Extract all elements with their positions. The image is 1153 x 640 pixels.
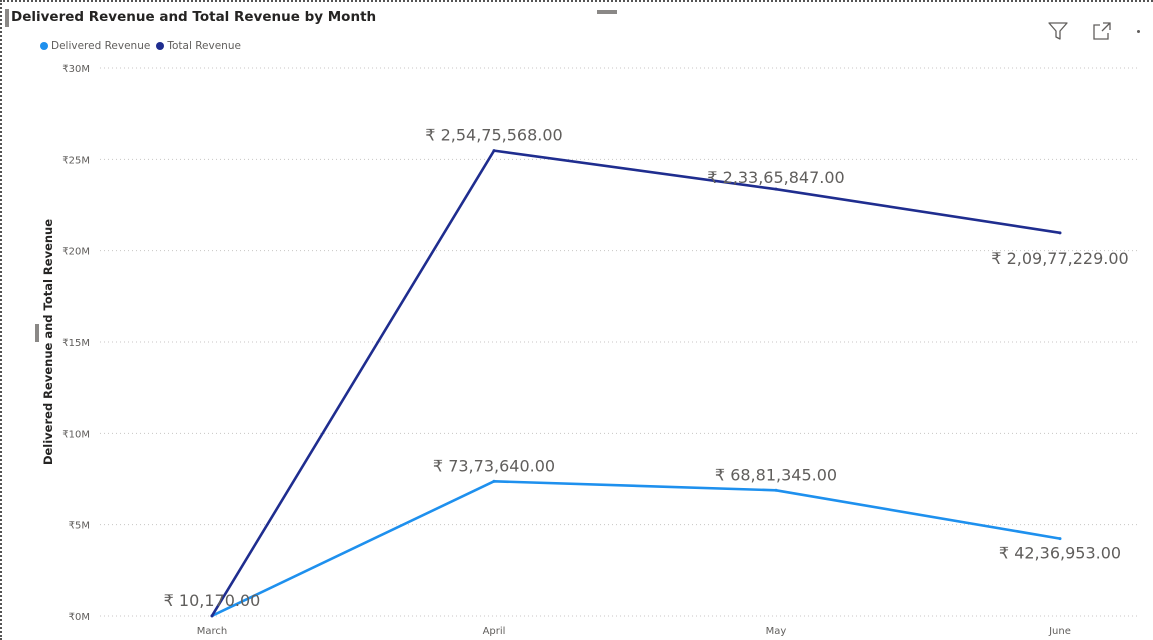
resize-handle-top[interactable]: [597, 10, 617, 14]
focus-mode-icon[interactable]: [1089, 18, 1115, 44]
data-label-delivered-april: ₹ 73,73,640.00: [433, 456, 555, 475]
data-point-delivered-may: [774, 488, 778, 492]
y-tick-label: ₹30M: [62, 64, 90, 75]
visual-header-icons: [1045, 18, 1143, 44]
filter-icon-glyph: [1048, 22, 1068, 40]
series-line-delivered-revenue: [211, 480, 1061, 617]
x-tick-label: March: [197, 626, 227, 637]
legend-label-total-revenue: Total Revenue: [167, 40, 241, 52]
y-tick-label: ₹20M: [62, 247, 90, 258]
y-tick-label: ₹0M: [69, 612, 90, 623]
data-point-total-april: [492, 149, 496, 153]
data-label-total-may: ₹ 2,33,65,847.00: [707, 168, 844, 187]
resize-handle-left[interactable]: [35, 324, 39, 342]
series-line-total-revenue: [210, 149, 1061, 617]
data-label-total-june: ₹ 2,09,77,229.00: [991, 249, 1128, 268]
data-point-total-june: [1058, 231, 1062, 235]
legend-dot-delivered-revenue: [40, 42, 48, 50]
y-tick-label: ₹5M: [69, 521, 90, 532]
filter-icon[interactable]: [1045, 18, 1071, 44]
y-axis-label: Delivered Revenue and Total Revenue: [41, 219, 55, 465]
data-label-delivered-may: ₹ 68,81,345.00: [715, 465, 837, 484]
y-tick-label: ₹15M: [62, 338, 90, 349]
data-point-delivered-june: [1058, 537, 1062, 541]
data-label-delivered-march: ₹ 10,170.00: [164, 591, 261, 610]
data-label-total-april: ₹ 2,54,75,568.00: [425, 126, 562, 145]
data-point-delivered-april: [492, 479, 496, 483]
focus-mode-icon-glyph: [1093, 22, 1111, 40]
data-label-delivered-june: ₹ 42,36,953.00: [999, 544, 1121, 563]
chart-legend: Delivered Revenue Total Revenue: [40, 40, 247, 52]
legend-item-total-revenue[interactable]: Total Revenue: [156, 40, 241, 52]
legend-dot-total-revenue: [156, 42, 165, 50]
legend-label-delivered-revenue: Delivered Revenue: [51, 40, 151, 52]
chart-title: Delivered Revenue and Total Revenue by M…: [11, 9, 377, 25]
more-dot: [1136, 29, 1140, 33]
resize-handle-corner[interactable]: [5, 9, 9, 27]
data-point-total-may: [774, 187, 778, 191]
more-options-icon[interactable]: [1133, 18, 1143, 44]
legend-item-delivered-revenue[interactable]: Delivered Revenue: [40, 40, 150, 52]
y-tick-label: ₹25M: [62, 155, 90, 166]
data-point-total-march: [210, 614, 214, 618]
y-tick-label: ₹10M: [62, 429, 90, 440]
x-tick-label: June: [1048, 626, 1071, 637]
x-tick-label: May: [766, 626, 787, 637]
x-tick-label: April: [483, 626, 506, 637]
